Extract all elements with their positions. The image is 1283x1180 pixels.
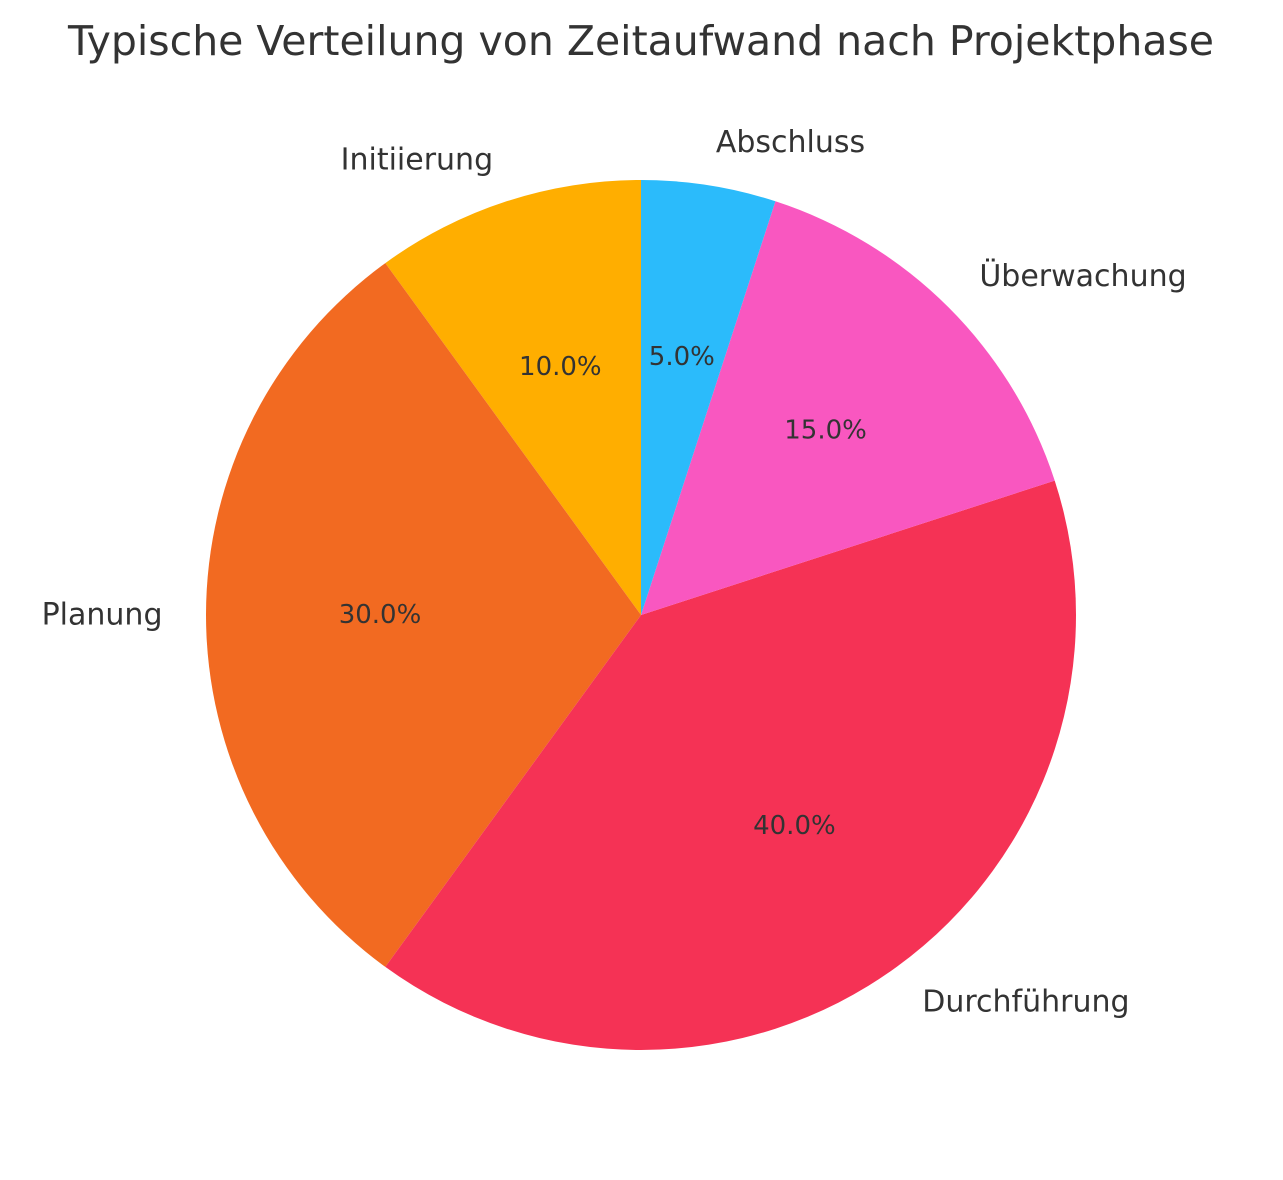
slice-label: Abschluss [716,125,865,160]
chart-title: Typische Verteilung von Zeitaufwand nach… [67,17,1214,65]
slice-percent-label: 40.0% [753,811,836,841]
slice-label: Überwachung [979,258,1186,294]
pie-slice-4 [641,180,776,615]
slice-label: Durchführung [922,985,1129,1020]
slice-percent-label: 10.0% [519,352,602,382]
pie-slice-1 [205,263,641,967]
slice-label: Planung [42,598,163,633]
pie-slice-3 [641,201,1055,616]
slice-percent-label: 5.0% [649,342,715,372]
slice-label: Initiierung [341,142,494,177]
pie-slice-0 [385,180,641,615]
slice-percent-label: 30.0% [339,600,422,630]
slice-percent-label: 15.0% [784,415,867,445]
pie-slice-2 [385,480,1076,1050]
